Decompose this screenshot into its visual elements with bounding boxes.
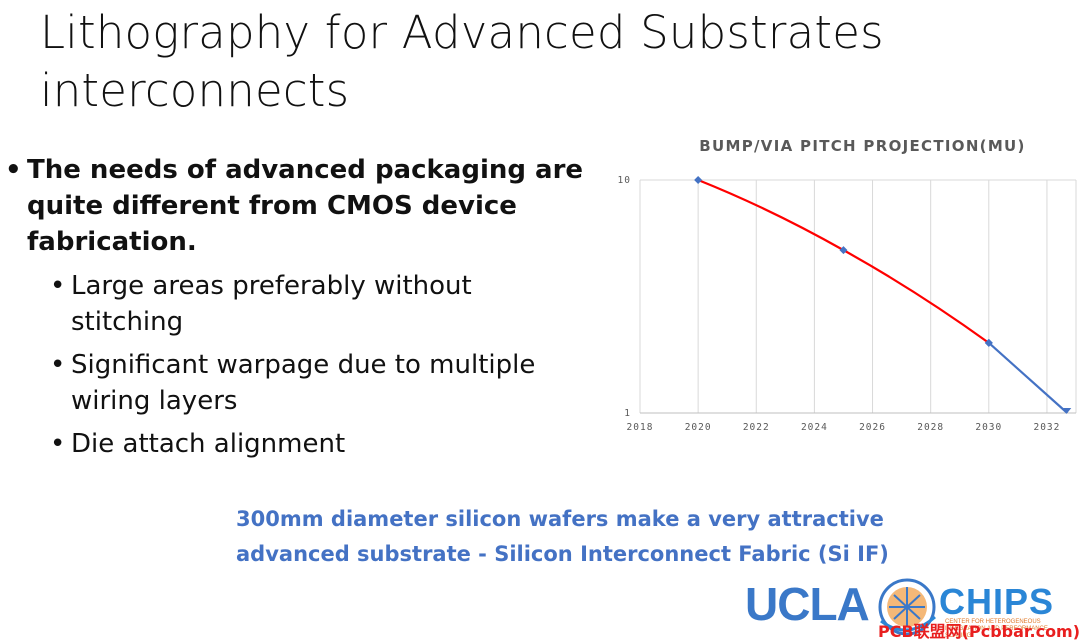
callout-text: 300mm diameter silicon wafers make a ver… — [236, 502, 936, 572]
sub-bullet: • Significant warpage due to multiple wi… — [0, 347, 571, 419]
sub-bullet-text: Die attach alignment — [71, 429, 346, 459]
series-line-1 — [697, 178, 990, 344]
callout-line-2: advanced substrate - Silicon Interconnec… — [236, 542, 889, 566]
slide-title-line-1: Lithography for Advanced Substrates — [40, 6, 884, 59]
x-tick-label: 2020 — [685, 422, 712, 433]
bullet-dot: • — [50, 271, 66, 301]
sub-bullet: • Die attach alignment — [0, 426, 571, 462]
slide-title: Lithography for Advanced Substrates inte… — [40, 4, 1040, 120]
sub-bullet-text: Large areas preferably without stitching — [71, 271, 472, 337]
x-tick-label: 2018 — [627, 422, 654, 433]
chart-plot: 2018 2020 2022 2024 2026 2028 2030 2032 1 10 — [618, 175, 1077, 433]
bullet-dot: • — [50, 350, 66, 380]
main-bullet-text: The needs of advanced packaging are quit… — [27, 155, 584, 257]
pitch-projection-chart: BUMP/VIA PITCH PROJECTION(MU) 2018 2020 20… — [600, 135, 1080, 445]
watermark-text: PCB联盟网(Pcbbar.com) — [878, 622, 1080, 641]
x-tick-label: 2032 — [1033, 422, 1060, 433]
callout-line-1: 300mm diameter silicon wafers make a ver… — [236, 507, 884, 531]
logo-tagline: CENTER FOR HETEROGENEOUS INTEGRATION AND… — [945, 619, 1048, 639]
logo-ucla-text: UCLA — [745, 578, 870, 630]
x-tick-label: 2026 — [859, 422, 886, 433]
globe-icon — [878, 578, 936, 636]
ucla-chips-logo: UCLA CHIPS CENTER FOR HETEROGENEOUS INTE… — [745, 575, 1080, 642]
series-end-marker — [1063, 408, 1072, 413]
data-point — [694, 176, 703, 184]
sub-bullet-text: Significant warpage due to multiple wiri… — [71, 350, 536, 416]
bullet-list: • The needs of advanced packaging are qu… — [0, 152, 590, 469]
x-tick-label: 2024 — [801, 422, 828, 433]
chart-title: BUMP/VIA PITCH PROJECTION(MU) — [699, 137, 1026, 155]
y-tick-label: 10 — [618, 175, 631, 186]
main-bullet: • The needs of advanced packaging are qu… — [0, 152, 590, 260]
logo-chips-text: CHIPS — [939, 581, 1055, 622]
series-line-2 — [988, 342, 1069, 414]
x-tick-label: 2022 — [743, 422, 770, 433]
x-tick-label: 2030 — [975, 422, 1002, 433]
bullet-dot: • — [50, 429, 66, 459]
slide-title-line-2: interconnects — [40, 64, 350, 117]
data-point — [984, 338, 993, 347]
sub-bullet: • Large areas preferably without stitchi… — [0, 268, 571, 340]
y-tick-label: 1 — [624, 408, 631, 419]
sub-bullet-list: • Large areas preferably without stitchi… — [0, 268, 590, 462]
x-tick-label: 2028 — [917, 422, 944, 433]
data-point — [839, 246, 848, 255]
bullet-dot: • — [5, 155, 22, 185]
